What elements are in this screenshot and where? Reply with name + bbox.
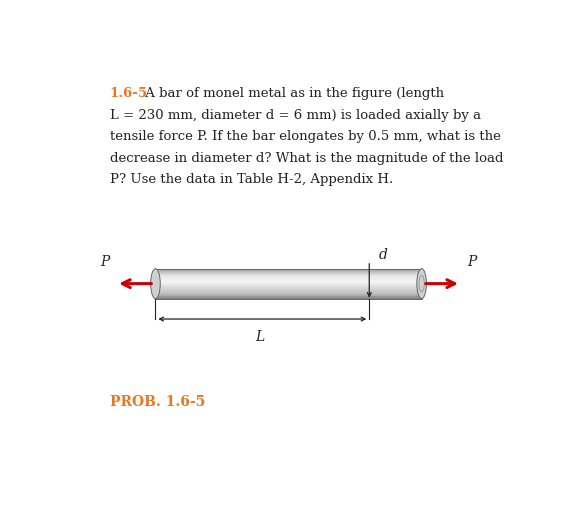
Bar: [155, 282, 422, 283]
Text: tensile force P. If the bar elongates by 0.5 mm, what is the: tensile force P. If the bar elongates by…: [110, 130, 501, 143]
Bar: [155, 284, 422, 285]
Bar: [155, 290, 422, 291]
Bar: [155, 277, 422, 278]
Text: A bar of monel metal as in the figure (length: A bar of monel metal as in the figure (l…: [141, 87, 444, 100]
Bar: [155, 287, 422, 288]
Text: P: P: [467, 255, 476, 269]
Bar: [155, 278, 422, 279]
Bar: [155, 286, 422, 287]
Bar: [155, 289, 422, 290]
Ellipse shape: [417, 269, 426, 298]
Bar: [155, 291, 422, 292]
Bar: [155, 272, 422, 273]
Text: d: d: [379, 248, 388, 262]
Bar: [155, 295, 422, 296]
Ellipse shape: [151, 269, 160, 298]
Bar: [155, 276, 422, 277]
Bar: [155, 281, 422, 282]
Bar: [155, 283, 422, 284]
Bar: [155, 293, 422, 294]
Bar: [155, 285, 422, 286]
Bar: [155, 273, 422, 274]
Text: L = 230 mm, diameter d = 6 mm) is loaded axially by a: L = 230 mm, diameter d = 6 mm) is loaded…: [110, 108, 481, 122]
Bar: [155, 274, 422, 275]
Bar: [155, 270, 422, 271]
Bar: [155, 269, 422, 270]
Bar: [155, 288, 422, 289]
Bar: [155, 296, 422, 297]
Bar: [155, 271, 422, 272]
Text: P? Use the data in Table H-2, Appendix H.: P? Use the data in Table H-2, Appendix H…: [110, 173, 393, 187]
Bar: [155, 275, 422, 276]
Bar: [155, 280, 422, 281]
Bar: [155, 292, 422, 293]
Bar: [155, 269, 422, 298]
Bar: [155, 294, 422, 295]
Text: L: L: [256, 330, 265, 344]
Bar: [155, 297, 422, 298]
Text: P: P: [101, 255, 110, 269]
Text: decrease in diameter d? What is the magnitude of the load: decrease in diameter d? What is the magn…: [110, 152, 503, 165]
Bar: [155, 279, 422, 280]
Text: PROB. 1.6-5: PROB. 1.6-5: [110, 394, 205, 409]
Text: 1.6-5: 1.6-5: [110, 87, 148, 100]
